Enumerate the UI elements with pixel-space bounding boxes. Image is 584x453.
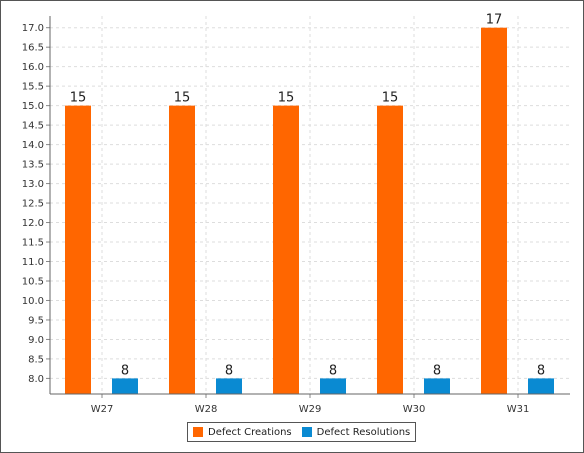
y-tick-label: 10.5: [22, 276, 44, 287]
bar-resolutions: [528, 378, 554, 394]
y-tick-label: 10.0: [22, 296, 44, 307]
data-label: 8: [433, 363, 441, 378]
y-tick-label: 12.5: [22, 199, 44, 210]
data-label: 15: [174, 91, 191, 106]
y-tick-label: 8.0: [28, 374, 44, 385]
legend-item-creations[interactable]: Defect Creations: [193, 427, 292, 438]
y-tick-label: 15.0: [22, 101, 44, 112]
y-tick-label: 11.5: [22, 238, 44, 249]
data-label: 15: [382, 91, 399, 106]
legend-label-resolutions: Defect Resolutions: [316, 426, 411, 438]
y-tick-label: 12.0: [22, 218, 44, 229]
y-tick-label: 13.5: [22, 160, 44, 171]
y-tick-label: 11.0: [22, 257, 44, 268]
data-label: 8: [537, 363, 545, 378]
x-tick-label: W29: [299, 404, 322, 415]
x-tick-label: W27: [91, 404, 114, 415]
data-label: 15: [278, 91, 295, 106]
bar-creations: [169, 105, 195, 394]
y-tick-label: 16.5: [22, 43, 44, 54]
y-tick-label: 9.5: [28, 315, 44, 326]
bar-creations: [481, 27, 507, 394]
legend-swatch-creations: [193, 427, 203, 437]
bar-resolutions: [112, 378, 138, 394]
data-label: 17: [486, 13, 503, 28]
bar-resolutions: [320, 378, 346, 394]
y-tick-label: 14.0: [22, 140, 44, 151]
data-label: 8: [329, 363, 337, 378]
y-tick-label: 13.0: [22, 179, 44, 190]
y-tick-label: 17.0: [22, 23, 44, 34]
legend: Defect Creations Defect Resolutions: [187, 422, 417, 442]
bar-resolutions: [216, 378, 242, 394]
x-tick-label: W28: [195, 404, 218, 415]
bar-creations: [273, 105, 299, 394]
y-tick-label: 16.0: [22, 62, 44, 73]
y-tick-label: 15.5: [22, 82, 44, 93]
y-tick-label: 14.5: [22, 121, 44, 132]
y-tick-label: 8.5: [28, 354, 44, 365]
data-label: 8: [121, 363, 129, 378]
x-tick-label: W31: [507, 404, 530, 415]
data-label: 15: [70, 91, 87, 106]
x-tick-label: W30: [403, 404, 426, 415]
bar-creations: [377, 105, 403, 394]
bar-resolutions: [424, 378, 450, 394]
data-label: 8: [225, 363, 233, 378]
legend-label-creations: Defect Creations: [208, 426, 292, 438]
legend-swatch-resolutions: [301, 427, 312, 437]
bar-creations: [65, 105, 91, 394]
y-tick-label: 9.0: [28, 335, 44, 346]
legend-item-resolutions[interactable]: Defect Resolutions: [301, 426, 411, 438]
